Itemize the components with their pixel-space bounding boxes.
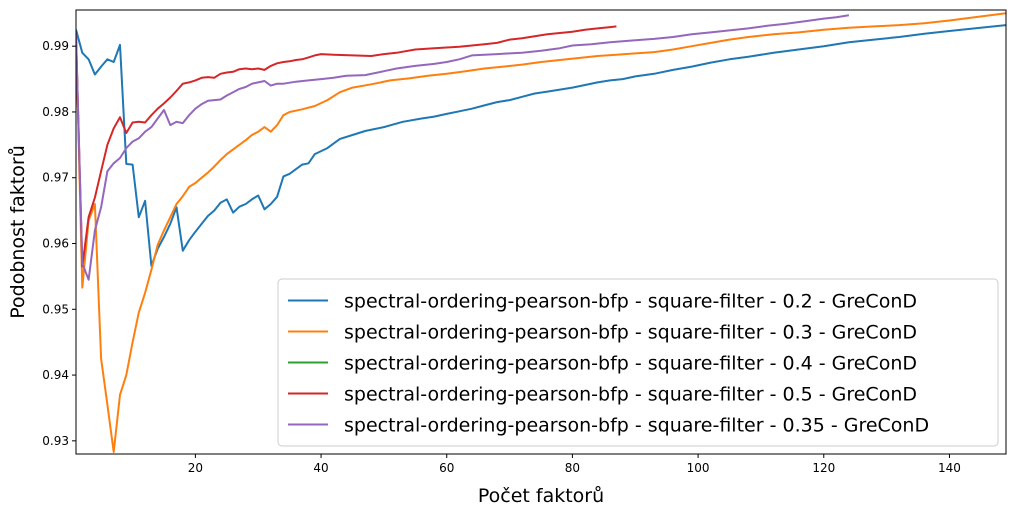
legend-box — [277, 278, 999, 447]
x-tick-label: 140 — [938, 461, 961, 475]
series-line-4 — [76, 25, 617, 268]
y-tick-label: 0.97 — [42, 171, 69, 185]
legend-entry-1: spectral-ordering-pearson-bfp - square-f… — [344, 291, 917, 313]
legend-entry-4: spectral-ordering-pearson-bfp - square-f… — [344, 384, 917, 406]
x-tick-label: 20 — [188, 461, 203, 475]
x-tick-label: 100 — [687, 461, 710, 475]
y-axis-label: Podobnost faktorů — [7, 145, 29, 318]
legend-entry-5: spectral-ordering-pearson-bfp - square-f… — [344, 415, 929, 437]
plot-frame — [75, 9, 1007, 455]
y-tick-label: 0.96 — [42, 237, 69, 251]
y-tick-label: 0.95 — [42, 302, 69, 316]
y-tick-label: 0.98 — [42, 105, 69, 119]
x-axis: 20 40 60 80 100 120 140 — [188, 454, 961, 475]
legend-entry-3: spectral-ordering-pearson-bfp - square-f… — [344, 353, 917, 375]
y-axis: 0.93 0.94 0.95 0.96 0.97 0.98 0.99 — [42, 39, 76, 448]
y-tick-label: 0.93 — [42, 434, 69, 448]
legend-entry-2: spectral-ordering-pearson-bfp - square-f… — [344, 322, 917, 344]
series-line-2 — [76, 12, 1006, 453]
x-tick-label: 40 — [313, 461, 328, 475]
x-tick-label: 80 — [565, 461, 580, 475]
x-axis-label: Počet faktorů — [478, 485, 604, 507]
y-tick-label: 0.94 — [42, 368, 69, 382]
legend: spectral-ordering-pearson-bfp - square-f… — [277, 278, 999, 447]
x-tick-label: 60 — [439, 461, 454, 475]
series-line-5 — [76, 14, 850, 281]
x-tick-label: 120 — [812, 461, 835, 475]
y-tick-label: 0.99 — [42, 39, 69, 53]
series-layer — [76, 12, 1006, 453]
